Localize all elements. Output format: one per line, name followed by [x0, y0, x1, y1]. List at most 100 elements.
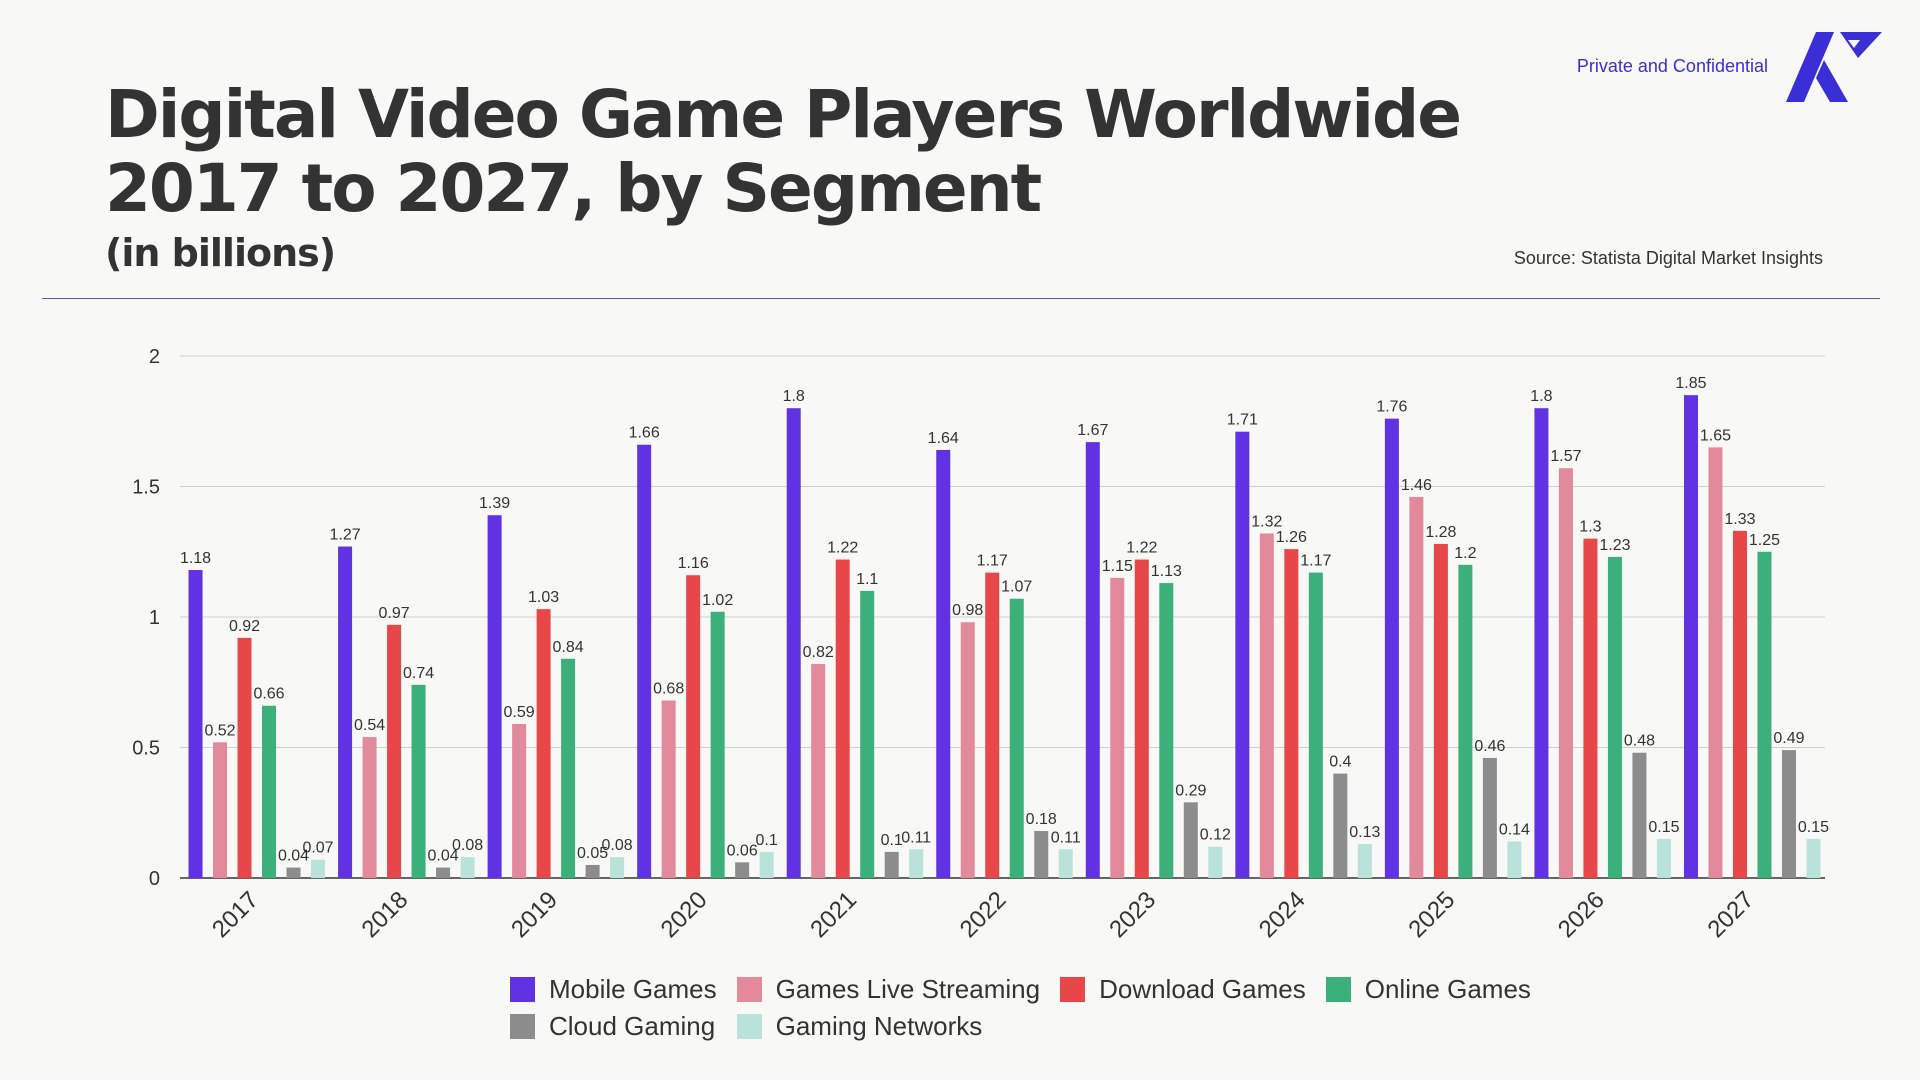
bar: [1409, 496, 1424, 878]
data-label: 1.28: [1425, 524, 1456, 541]
data-label: 0.66: [253, 686, 284, 703]
x-tick-label: 2024: [1254, 886, 1311, 943]
bar: [1708, 447, 1723, 878]
data-label: 1.27: [329, 527, 360, 544]
legend-item: Cloud Gaming: [510, 1011, 717, 1042]
legend-swatch: [1060, 977, 1086, 1002]
bar: [585, 864, 600, 878]
bar: [460, 857, 475, 878]
legend-swatch: [736, 977, 762, 1002]
bar: [735, 862, 750, 878]
data-label: 1.07: [1001, 579, 1032, 596]
bar: [1308, 572, 1323, 878]
bar: [637, 444, 652, 878]
legend-swatch: [510, 1014, 535, 1039]
bar: [1110, 577, 1125, 878]
bar: [1583, 538, 1598, 878]
data-label: 1.17: [977, 553, 1008, 570]
data-label: 0.52: [204, 722, 235, 739]
data-label: 1.85: [1675, 375, 1706, 392]
data-label: 0.48: [1624, 733, 1655, 750]
data-label: 1.1: [856, 571, 878, 588]
x-tick-label: 2027: [1703, 886, 1760, 943]
x-tick-label: 2026: [1553, 886, 1610, 943]
data-label: 0.18: [1026, 811, 1057, 828]
bar: [338, 546, 353, 878]
x-tick-label: 2019: [506, 886, 563, 943]
bar: [1333, 773, 1348, 878]
x-tick-label: 2023: [1104, 886, 1161, 943]
data-label: 1.76: [1376, 399, 1407, 416]
legend-swatch: [1325, 977, 1351, 1002]
data-label: 0.4: [1329, 754, 1351, 771]
data-label: 1.22: [1126, 540, 1157, 557]
data-label: 1.15: [1102, 558, 1133, 575]
bar: [661, 700, 676, 878]
bar: [1208, 846, 1223, 878]
bar: [237, 637, 252, 878]
x-tick-label: 2020: [656, 886, 713, 943]
bar: [188, 570, 203, 878]
bar: [1458, 564, 1473, 878]
x-tick-label: 2025: [1403, 886, 1460, 943]
data-label: 1.57: [1550, 448, 1581, 465]
bar: [835, 559, 850, 878]
bar: [436, 867, 451, 878]
data-label: 0.04: [278, 848, 309, 865]
legend-label: Online Games: [1364, 974, 1531, 1004]
bar: [362, 737, 377, 878]
legend-item: Games Live Streaming: [736, 974, 1041, 1005]
bar: [610, 857, 625, 878]
y-tick-label: 1: [149, 607, 160, 629]
legend-label: Mobile Games: [549, 974, 717, 1004]
bar: [1757, 551, 1772, 878]
data-label: 0.15: [1648, 819, 1679, 836]
data-label: 0.84: [553, 639, 584, 656]
data-label: 1.39: [479, 495, 510, 512]
chart-title-line-2: 2017 to 2027, by Segment: [105, 150, 1042, 227]
data-label: 0.29: [1175, 782, 1206, 799]
bar: [1159, 583, 1174, 878]
bar: [1683, 395, 1698, 878]
data-label: 0.15: [1798, 819, 1829, 836]
bar: [311, 859, 326, 878]
data-label: 1.16: [678, 555, 709, 572]
bar: [936, 449, 951, 878]
bar: [710, 611, 725, 878]
bar: [561, 658, 576, 878]
data-label: 0.12: [1200, 827, 1231, 844]
legend-label: Games Live Streaming: [775, 974, 1041, 1004]
legend-item: Gaming Networks: [736, 1011, 1040, 1042]
source-note: Source: Statista Digital Market Insights: [1513, 248, 1823, 268]
bar: [786, 408, 801, 878]
legend-swatch: [736, 1014, 762, 1039]
data-label: 1.18: [180, 550, 211, 567]
data-label: 1.03: [528, 589, 559, 606]
chart-subtitle: (in billions): [105, 231, 336, 275]
data-label: 1.67: [1077, 422, 1108, 439]
data-label: 1.17: [1300, 553, 1331, 570]
data-label: 1.32: [1251, 513, 1282, 530]
bar: [1781, 750, 1796, 878]
y-tick-label: 2: [149, 346, 160, 368]
bar: [1732, 530, 1747, 878]
legend-item: Mobile Games: [510, 974, 717, 1005]
data-label: 1.71: [1227, 412, 1258, 429]
bar: [1134, 559, 1149, 878]
header-divider: [42, 298, 1880, 299]
chart-legend: Mobile Games Games Live Streaming Download…: [510, 974, 1531, 1042]
data-label: 0.05: [577, 845, 608, 862]
bar: [262, 705, 277, 878]
data-label: 0.59: [504, 704, 535, 721]
bar: [1656, 838, 1671, 878]
bar: [487, 515, 502, 878]
x-tick-label: 2022: [955, 886, 1012, 943]
bar: [811, 663, 826, 878]
data-label: 1.33: [1724, 511, 1755, 528]
y-tick-label: 0.5: [132, 738, 160, 760]
data-label: 1.22: [827, 540, 858, 557]
data-label: 0.1: [756, 832, 778, 849]
data-label: 0.04: [427, 848, 458, 865]
data-label: 1.8: [1530, 388, 1552, 405]
